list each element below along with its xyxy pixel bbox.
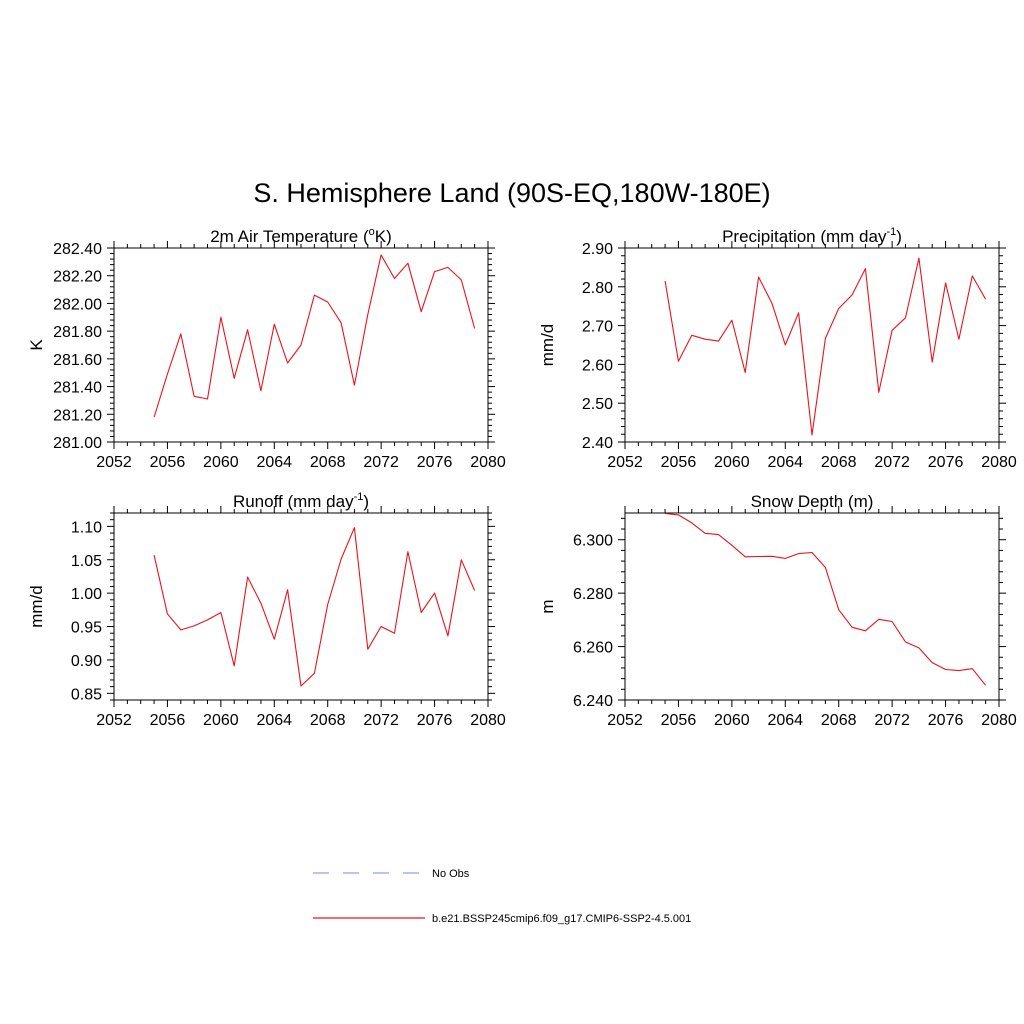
y-tick-label: 2.40	[582, 435, 613, 452]
x-tick-label: 2064	[256, 454, 292, 471]
x-tick-label: 2052	[607, 454, 643, 471]
y-tick-label: 6.280	[573, 586, 613, 603]
y-tick-label: 281.20	[53, 407, 102, 424]
x-tick-label: 2060	[203, 454, 239, 471]
panel-temperature: 2m Air Temperature (oK) K 2052 2056 2060 2064…	[27, 226, 506, 471]
panel-title: 2m Air Temperature (oK)	[210, 226, 392, 246]
x-tick-label: 2080	[981, 712, 1017, 729]
y-tick-label: 2.50	[582, 396, 613, 413]
panel-title: Snow Depth (m)	[751, 492, 874, 511]
x-tick-label: 2080	[981, 454, 1017, 471]
x-tick-label: 2052	[607, 712, 643, 729]
legend-entry: b.e21.BSSP245cmip6.f09_g17.CMIP6-SSP2-4.…	[313, 913, 691, 925]
x-tick-label: 2076	[417, 454, 453, 471]
x-tick-label: 2076	[417, 712, 453, 729]
panel-title-end: )	[896, 227, 902, 246]
panel-title-superscript: -1	[886, 226, 896, 238]
plot-frame	[624, 512, 1000, 701]
y-tick-label: 6.260	[573, 640, 613, 657]
panel-title-main: Precipitation (mm day	[722, 227, 887, 246]
x-tick-label: 2072	[363, 454, 399, 471]
panel-title: Precipitation (mm day-1)	[722, 226, 902, 246]
x-tick-label: 2064	[256, 712, 292, 729]
panel-title-main: Snow Depth (m)	[751, 492, 874, 511]
x-tick-label: 2064	[767, 454, 803, 471]
panel-title-end: )	[363, 492, 369, 511]
y-tick-label: 282.00	[53, 296, 102, 313]
y-axis-label: mm/d	[538, 324, 557, 367]
y-tick-label: 2.60	[582, 357, 613, 374]
x-tick-label: 2060	[203, 712, 239, 729]
x-tick-label: 2072	[874, 454, 910, 471]
plot-frame	[113, 512, 489, 701]
figure-title: S. Hemisphere Land (90S-EQ,180W-180E)	[253, 178, 770, 208]
x-tick-label: 2056	[661, 454, 697, 471]
y-tick-label: 281.40	[53, 380, 102, 397]
y-tick-label: 0.90	[71, 653, 102, 670]
panels: 2m Air Temperature (oK) K 2052 2056 2060 2064…	[27, 226, 1017, 729]
x-tick-label: 2080	[470, 712, 506, 729]
x-tick-label: 2060	[714, 712, 750, 729]
y-tick-label: 1.10	[71, 519, 102, 536]
y-tick-label: 1.00	[71, 586, 102, 603]
panel-title-main: 2m Air Temperature (	[210, 227, 369, 246]
panel-title: Runoff (mm day-1)	[233, 491, 369, 511]
legend-label: No Obs	[432, 868, 470, 880]
legend-label: b.e21.BSSP245cmip6.f09_g17.CMIP6-SSP2-4.…	[432, 913, 691, 925]
x-tick-label: 2056	[150, 712, 186, 729]
y-axis-label: K	[27, 339, 46, 351]
series-line	[153, 254, 476, 418]
panel-title-end: K)	[375, 227, 392, 246]
x-tick-label: 2068	[821, 712, 857, 729]
y-tick-label: 281.00	[53, 435, 102, 452]
x-tick-label: 2080	[470, 454, 506, 471]
y-tick-label: 0.85	[71, 686, 102, 703]
series-line	[153, 527, 476, 687]
panel-runoff: Runoff (mm day-1) mm/d 2052 2056 2060 2064 206…	[27, 491, 506, 729]
x-tick-label: 2068	[310, 454, 346, 471]
y-tick-label: 1.05	[71, 553, 102, 570]
legend-entry: No Obs	[313, 868, 470, 880]
y-axis-label: m	[538, 599, 557, 613]
legend: No Obs b.e21.BSSP245cmip6.f09_g17.CMIP6-S…	[313, 868, 691, 925]
panel-precipitation: Precipitation (mm day-1) mm/d 2052 2056 2060…	[538, 226, 1017, 471]
y-tick-label: 281.60	[53, 352, 102, 369]
x-tick-label: 2064	[767, 712, 803, 729]
x-tick-label: 2068	[310, 712, 346, 729]
x-tick-label: 2052	[96, 712, 132, 729]
plot-frame	[624, 247, 1000, 443]
y-tick-label: 2.80	[582, 280, 613, 297]
x-tick-label: 2052	[96, 454, 132, 471]
y-tick-label: 282.20	[53, 269, 102, 286]
panel-title-superscript: -1	[354, 491, 364, 503]
x-tick-label: 2068	[821, 454, 857, 471]
y-tick-label: 282.40	[53, 241, 102, 258]
x-tick-label: 2072	[874, 712, 910, 729]
y-axis-label: mm/d	[27, 585, 46, 628]
x-tick-label: 2056	[661, 712, 697, 729]
y-tick-label: 6.240	[573, 693, 613, 710]
series-line	[664, 257, 987, 436]
panel-title-main: Runoff (mm day	[233, 492, 354, 511]
y-tick-label: 2.70	[582, 319, 613, 336]
series-line	[665, 512, 987, 686]
x-tick-label: 2060	[714, 454, 750, 471]
x-tick-label: 2056	[150, 454, 186, 471]
x-tick-label: 2076	[928, 712, 964, 729]
y-tick-label: 6.300	[573, 533, 613, 550]
y-tick-label: 281.80	[53, 324, 102, 341]
x-tick-label: 2072	[363, 712, 399, 729]
panel-title-superscript: o	[369, 226, 375, 238]
y-tick-label: 2.90	[582, 241, 613, 258]
panel-snow-depth: Snow Depth (m) m 2052 2056 2060 2064 2068 2072 2…	[538, 492, 1017, 729]
x-tick-label: 2076	[928, 454, 964, 471]
y-tick-label: 0.95	[71, 620, 102, 637]
